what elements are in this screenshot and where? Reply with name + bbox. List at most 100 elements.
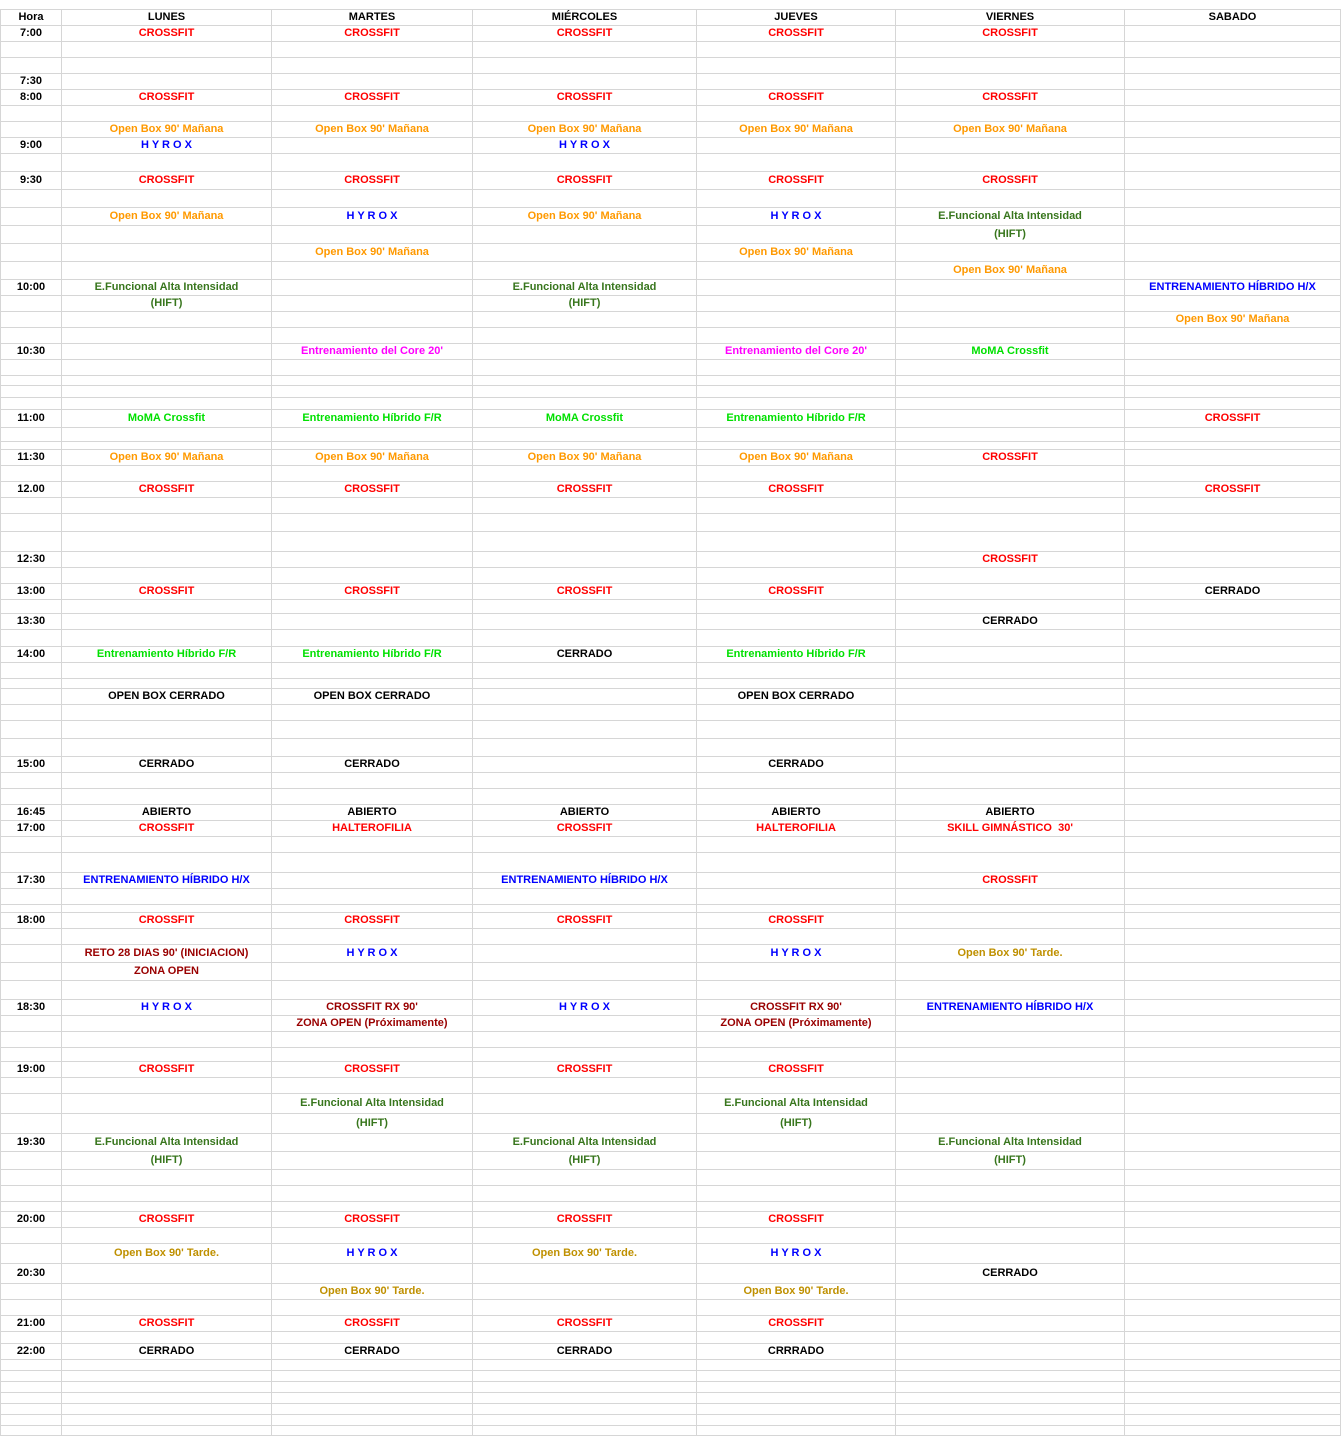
schedule-cell[interactable] <box>1125 630 1341 647</box>
schedule-cell[interactable] <box>473 552 697 568</box>
schedule-cell[interactable] <box>697 663 896 679</box>
schedule-cell[interactable] <box>697 1134 896 1152</box>
schedule-cell[interactable] <box>272 498 473 514</box>
schedule-cell[interactable]: OPEN BOX CERRADO <box>62 689 272 705</box>
schedule-cell[interactable] <box>896 1300 1125 1316</box>
schedule-cell[interactable] <box>272 532 473 552</box>
schedule-cell[interactable] <box>62 386 272 398</box>
schedule-cell[interactable] <box>62 532 272 552</box>
schedule-cell[interactable] <box>896 1170 1125 1186</box>
schedule-cell[interactable]: Open Box 90' Mañana <box>896 262 1125 280</box>
schedule-cell[interactable] <box>1125 376 1341 386</box>
schedule-cell[interactable]: CROSSFIT <box>473 1316 697 1332</box>
schedule-cell[interactable]: ZONA OPEN (Próximamente) <box>272 1016 473 1032</box>
schedule-cell[interactable] <box>896 498 1125 514</box>
time-cell[interactable] <box>0 1186 62 1202</box>
schedule-cell[interactable]: CROSSFIT <box>896 172 1125 190</box>
schedule-cell[interactable] <box>473 442 697 450</box>
schedule-cell[interactable] <box>272 376 473 386</box>
schedule-cell[interactable] <box>272 42 473 58</box>
schedule-cell[interactable]: Open Box 90' Mañana <box>697 450 896 466</box>
schedule-cell[interactable] <box>473 1284 697 1300</box>
schedule-cell[interactable] <box>473 1382 697 1393</box>
schedule-cell[interactable]: CROSSFIT <box>62 1212 272 1228</box>
schedule-cell[interactable]: Entrenamiento Híbrido F/R <box>697 410 896 428</box>
schedule-cell[interactable]: Entrenamiento Híbrido F/R <box>62 647 272 663</box>
schedule-cell[interactable] <box>697 873 896 889</box>
schedule-cell[interactable] <box>1125 945 1341 963</box>
schedule-cell[interactable] <box>272 614 473 630</box>
schedule-cell[interactable] <box>1125 450 1341 466</box>
schedule-cell[interactable] <box>1125 1393 1341 1404</box>
schedule-cell[interactable] <box>896 532 1125 552</box>
schedule-cell[interactable] <box>62 600 272 614</box>
schedule-cell[interactable] <box>896 837 1125 853</box>
schedule-cell[interactable] <box>697 154 896 172</box>
schedule-cell[interactable] <box>896 1393 1125 1404</box>
schedule-cell[interactable]: CROSSFIT RX 90' <box>697 1000 896 1016</box>
schedule-cell[interactable]: E.Funcional Alta Intensidad <box>473 1134 697 1152</box>
schedule-cell[interactable]: E.Funcional Alta Intensidad <box>697 1094 896 1114</box>
schedule-cell[interactable] <box>473 1016 697 1032</box>
time-cell[interactable] <box>0 208 62 226</box>
schedule-cell[interactable]: H Y R O X <box>697 945 896 963</box>
schedule-cell[interactable] <box>697 226 896 244</box>
schedule-cell[interactable] <box>473 630 697 647</box>
schedule-cell[interactable] <box>1125 789 1341 805</box>
schedule-cell[interactable]: Open Box 90' Mañana <box>272 450 473 466</box>
schedule-cell[interactable] <box>896 647 1125 663</box>
time-cell[interactable] <box>0 853 62 873</box>
time-cell[interactable] <box>0 721 62 739</box>
schedule-cell[interactable] <box>272 1152 473 1170</box>
schedule-cell[interactable] <box>896 739 1125 757</box>
schedule-cell[interactable]: CROSSFIT <box>62 1062 272 1078</box>
schedule-cell[interactable] <box>62 1371 272 1382</box>
schedule-cell[interactable]: Open Box 90' Mañana <box>272 122 473 138</box>
schedule-cell[interactable] <box>272 514 473 532</box>
schedule-cell[interactable] <box>473 689 697 705</box>
schedule-cell[interactable] <box>272 981 473 1000</box>
time-cell[interactable] <box>0 1415 62 1426</box>
schedule-cell[interactable] <box>62 1114 272 1134</box>
schedule-cell[interactable] <box>1125 963 1341 981</box>
time-cell[interactable] <box>0 42 62 58</box>
schedule-cell[interactable]: CROSSFIT <box>62 172 272 190</box>
schedule-cell[interactable]: CERRADO <box>896 1264 1125 1284</box>
schedule-cell[interactable]: SKILL GIMNÁSTICO 30' <box>896 821 1125 837</box>
schedule-cell[interactable] <box>473 1264 697 1284</box>
schedule-cell[interactable] <box>473 739 697 757</box>
schedule-cell[interactable] <box>1125 757 1341 773</box>
schedule-cell[interactable] <box>896 1404 1125 1415</box>
schedule-cell[interactable] <box>1125 226 1341 244</box>
schedule-cell[interactable]: ZONA OPEN (Próximamente) <box>697 1016 896 1032</box>
schedule-cell[interactable] <box>272 442 473 450</box>
schedule-cell[interactable] <box>473 1426 697 1436</box>
schedule-cell[interactable] <box>697 42 896 58</box>
schedule-cell[interactable] <box>896 58 1125 74</box>
time-cell[interactable] <box>0 262 62 280</box>
schedule-cell[interactable] <box>896 905 1125 913</box>
time-cell[interactable] <box>0 945 62 963</box>
schedule-cell[interactable] <box>697 138 896 154</box>
time-cell[interactable] <box>0 1170 62 1186</box>
schedule-cell[interactable] <box>896 312 1125 328</box>
time-cell[interactable] <box>0 1382 62 1393</box>
schedule-cell[interactable]: (HIFT) <box>697 1114 896 1134</box>
schedule-cell[interactable] <box>896 630 1125 647</box>
schedule-cell[interactable] <box>62 630 272 647</box>
schedule-cell[interactable] <box>272 328 473 344</box>
schedule-cell[interactable]: Entrenamiento del Core 20' <box>697 344 896 360</box>
schedule-cell[interactable] <box>896 568 1125 584</box>
schedule-cell[interactable] <box>473 328 697 344</box>
schedule-cell[interactable] <box>896 889 1125 905</box>
schedule-cell[interactable] <box>272 226 473 244</box>
schedule-cell[interactable] <box>896 1062 1125 1078</box>
column-header[interactable]: LUNES <box>62 10 272 26</box>
schedule-cell[interactable]: CROSSFIT <box>697 90 896 106</box>
schedule-cell[interactable] <box>272 773 473 789</box>
schedule-cell[interactable]: CERRADO <box>272 1344 473 1360</box>
schedule-cell[interactable] <box>473 1300 697 1316</box>
schedule-cell[interactable]: HALTEROFILIA <box>697 821 896 837</box>
time-cell[interactable] <box>0 600 62 614</box>
schedule-cell[interactable]: CROSSFIT <box>473 821 697 837</box>
